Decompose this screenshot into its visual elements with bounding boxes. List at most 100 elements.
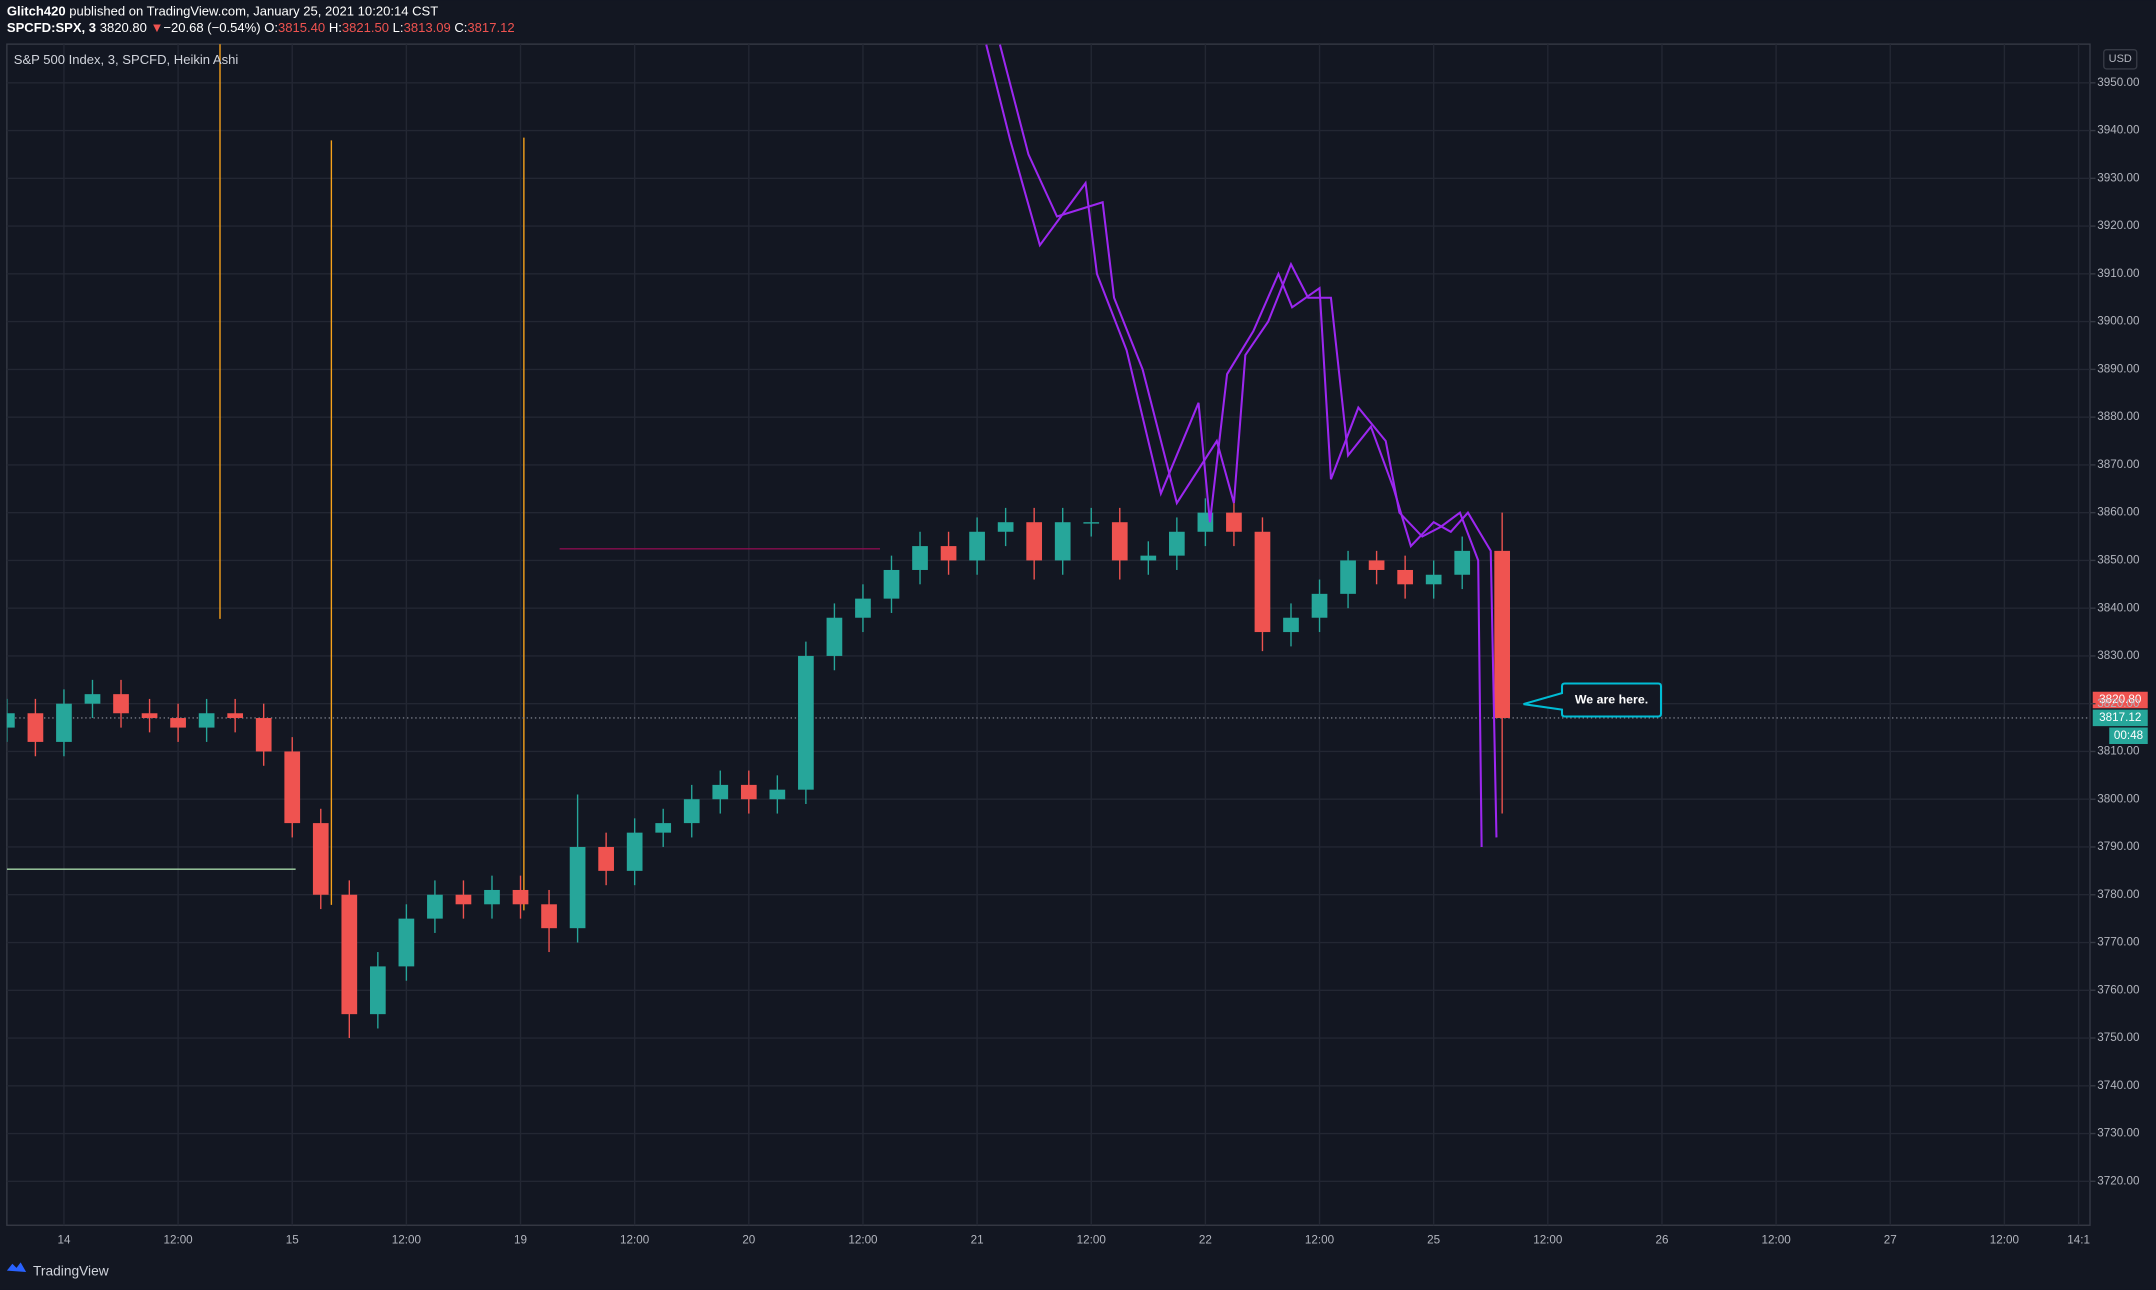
indicator-line — [998, 44, 1498, 838]
candle-body — [369, 966, 386, 1015]
published: published on TradingView.com, January 25… — [69, 4, 438, 19]
x-tick-label: 22 — [1199, 1233, 1212, 1246]
candle-body — [997, 522, 1014, 532]
x-tick-label: 12:00 — [163, 1233, 193, 1246]
x-tick-label: 12:00 — [1305, 1233, 1335, 1246]
last-box — [2092, 709, 2148, 727]
y-tick-label: 3790.00 — [2097, 840, 2140, 853]
x-tick-label: 14:1 — [2067, 1233, 2090, 1246]
header-line: Glitch420 published on TradingView.com, … — [7, 4, 438, 19]
candle-body — [855, 598, 871, 618]
grid — [6, 44, 2090, 1226]
candle-body — [170, 718, 186, 728]
x-tick-label: 12:00 — [848, 1233, 878, 1246]
plot-frame — [6, 43, 2091, 1226]
x-tick-label: 21 — [971, 1233, 984, 1246]
brand: TradingView — [33, 1264, 109, 1279]
y-tick-label: 3850.00 — [2097, 553, 2140, 566]
logo — [6, 1262, 27, 1272]
candle-body — [1254, 531, 1271, 633]
annotation: We are here. — [1575, 692, 1648, 706]
y-tick-label: 3760.00 — [2097, 983, 2140, 996]
candle-body — [1283, 617, 1299, 633]
y-tick-label: 3940.00 — [2097, 124, 2140, 137]
candle-body — [569, 846, 586, 929]
candle-body — [255, 718, 272, 752]
y-tick-label: 3930.00 — [2097, 171, 2140, 184]
candle-body — [769, 789, 786, 800]
candle-body — [113, 694, 129, 714]
candle-body — [969, 531, 985, 561]
y-tick-label: 3870.00 — [2097, 458, 2140, 471]
y-tick-label: 3720.00 — [2097, 1174, 2140, 1187]
x-tick-label: 14 — [57, 1233, 70, 1246]
y-tick-label: 3840.00 — [2097, 601, 2140, 614]
c-label: C: — [454, 20, 467, 35]
y-tick-label: 3740.00 — [2097, 1079, 2140, 1092]
y-tick-label: 3820.00 — [2097, 697, 2140, 710]
price-label: 3820.80 — [2099, 693, 2142, 706]
callout-box — [1523, 682, 1663, 718]
candle-body — [1226, 512, 1242, 532]
indicator-line — [985, 44, 1483, 847]
y-tick-label: 3880.00 — [2097, 410, 2140, 423]
o-label: O: — [264, 20, 278, 35]
candle-body — [912, 546, 928, 570]
ohlc-line: SPCFD:SPX, 3 3820.80 ▼−20.68 (−0.54%) O:… — [7, 20, 515, 35]
x-tick-label: 12:00 — [1533, 1233, 1563, 1246]
candle-body — [455, 894, 472, 905]
high: 3821.50 — [342, 20, 389, 35]
candle-body — [1425, 574, 1442, 585]
candle-body — [598, 846, 614, 871]
candle-body — [1311, 593, 1328, 618]
author: Glitch420 — [7, 4, 66, 19]
countdown: 00:48 — [2114, 729, 2143, 742]
drawings — [6, 44, 2090, 911]
candle-body — [1368, 560, 1385, 570]
candle-body — [341, 894, 358, 1015]
candle-body — [484, 889, 500, 905]
candle-body — [655, 823, 672, 833]
y-tick-label: 3920.00 — [2097, 219, 2140, 232]
y-tick-label: 3860.00 — [2097, 506, 2140, 519]
candle-body — [626, 832, 643, 871]
candle-body — [798, 655, 814, 790]
x-tick-label: 19 — [514, 1233, 527, 1246]
candle-body — [1340, 560, 1356, 594]
candle-body — [6, 713, 15, 728]
candle-body — [56, 703, 72, 742]
candle-body — [883, 569, 900, 599]
y-tick-label: 3780.00 — [2097, 888, 2140, 901]
x-tick-label: 12:00 — [1990, 1233, 2020, 1246]
y-tick-label: 3730.00 — [2097, 1127, 2140, 1140]
candle-body — [541, 904, 557, 929]
candle-body — [427, 894, 443, 919]
candle-body — [84, 694, 101, 704]
candle-body — [1397, 569, 1413, 585]
candle-body — [284, 751, 301, 824]
candle-body — [1111, 522, 1128, 561]
y-tick-label: 3750.00 — [2097, 1031, 2140, 1044]
x-tick-label: 12:00 — [620, 1233, 650, 1246]
candle-body — [1054, 522, 1071, 561]
price-box — [2092, 691, 2148, 709]
low: 3813.09 — [404, 20, 451, 35]
x-tick-label: 12:00 — [1761, 1233, 1791, 1246]
price: 3820.80 — [100, 20, 147, 35]
x-tick-label: 25 — [1427, 1233, 1440, 1246]
countdown-box — [2109, 727, 2148, 744]
close: 3817.12 — [467, 20, 514, 35]
candle-body — [940, 546, 957, 561]
l-label: L: — [393, 20, 404, 35]
candle-body — [398, 918, 415, 967]
candle-body — [312, 823, 329, 895]
candle-body — [512, 889, 529, 905]
x-tick-label: 20 — [742, 1233, 755, 1246]
x-tick-label: 12:00 — [392, 1233, 422, 1246]
candle-body — [740, 784, 757, 800]
y-tick-label: 3800.00 — [2097, 792, 2140, 805]
x-tick-label: 12:00 — [1077, 1233, 1107, 1246]
candle-body — [141, 713, 158, 719]
series — [6, 44, 1511, 1039]
